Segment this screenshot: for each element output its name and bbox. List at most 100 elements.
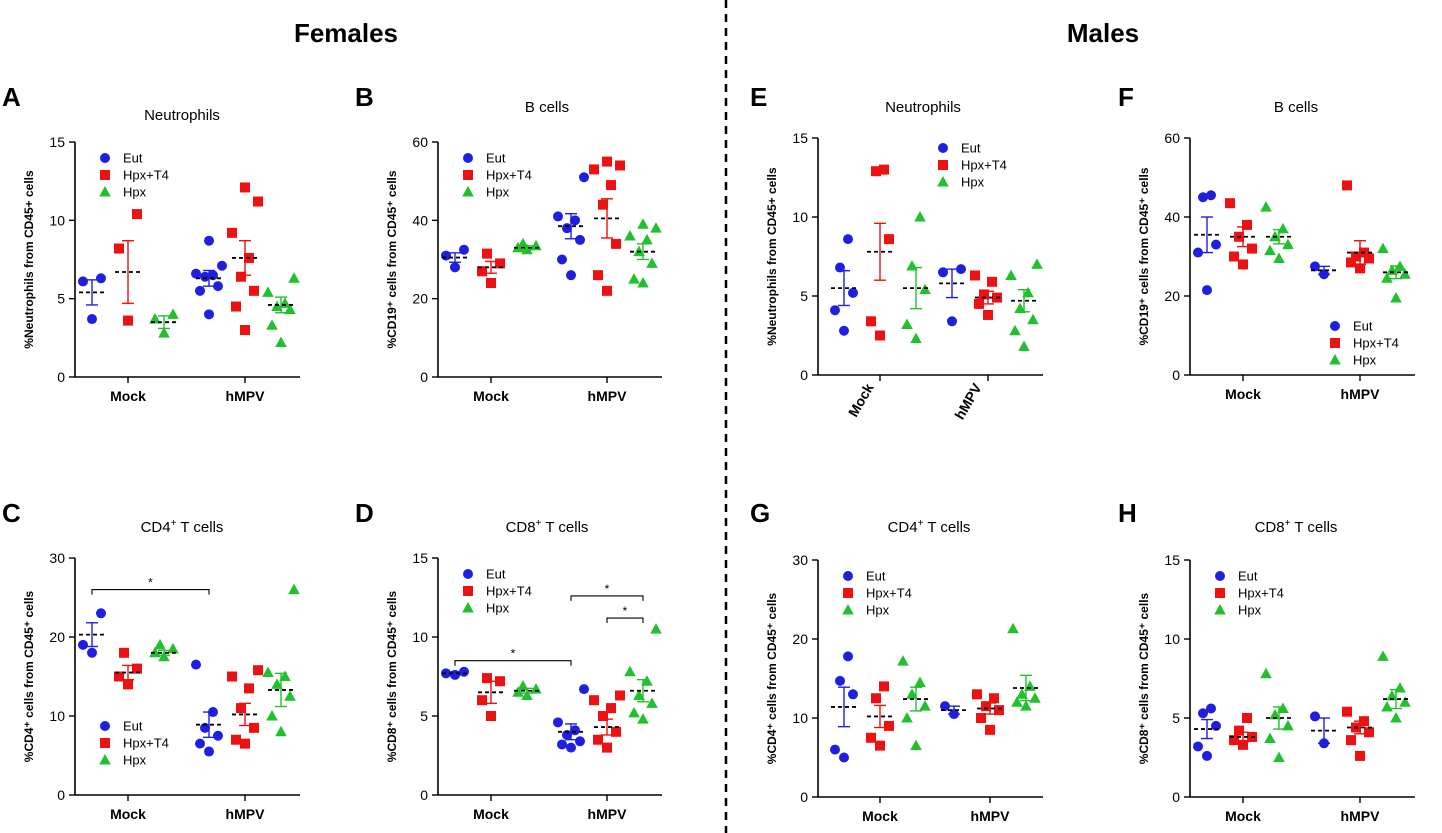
data-point (132, 663, 142, 674)
data-point (1020, 700, 1032, 711)
data-point (624, 665, 636, 677)
data-point (279, 670, 291, 681)
legend: Eut Hpx+T4 Hpx (937, 141, 1007, 190)
data-point (987, 276, 997, 287)
data-point (866, 316, 876, 327)
y-tick-label: 5 (800, 288, 808, 304)
data-point (615, 690, 625, 701)
legend-marker (100, 153, 110, 163)
data-point (284, 690, 296, 701)
y-tick-label: 15 (412, 550, 428, 566)
significance-label: * (148, 576, 153, 590)
y-axis-label: %Neutrophils from CD45+ cells (765, 167, 779, 346)
data-point (1007, 622, 1019, 634)
data-point (650, 623, 662, 634)
panel-letter: C (2, 498, 21, 528)
legend-marker (842, 604, 854, 615)
data-point (628, 273, 640, 284)
panel-d: D CD8+ T cells 0 5 10 15 %CD8⁺ cells from CD45… (355, 498, 662, 822)
legend: Eut Hpx+T4 Hpx (1214, 569, 1284, 618)
legend-label: Hpx+T4 (486, 584, 532, 599)
data-point (884, 234, 894, 245)
data-point (240, 182, 250, 193)
y-tick-label: 5 (57, 291, 65, 307)
legend-marker (1214, 604, 1226, 615)
panel-letter: H (1118, 498, 1137, 528)
data-point (947, 316, 957, 327)
data-point (195, 285, 205, 296)
data-point (204, 746, 214, 757)
data-point (123, 679, 133, 690)
y-tick-label: 10 (792, 209, 808, 225)
y-axis-label: %CD8⁺ cells from CD45⁺ cells (1137, 592, 1151, 764)
data-point (1277, 702, 1289, 714)
data-point (114, 671, 124, 682)
data-point (570, 215, 580, 226)
y-tick-label: 0 (420, 369, 428, 385)
data-point (1260, 201, 1272, 212)
chart-title: B cells (525, 99, 569, 116)
legend-label: Eut (961, 141, 981, 156)
data-point (1018, 340, 1030, 352)
legend-marker (462, 602, 474, 613)
panel-letter: D (355, 498, 374, 528)
legend-label: Hpx (1238, 603, 1262, 618)
chart-title: CD4+ T cells (141, 518, 224, 536)
y-tick-label: 0 (57, 787, 65, 803)
data-point (1264, 732, 1276, 744)
chart-title: Neutrophils (885, 99, 961, 116)
data-point (236, 703, 246, 714)
y-axis-label: %CD19⁺ cells from CD45⁺ cells (385, 170, 399, 348)
data-point (240, 325, 250, 335)
data-point (598, 711, 608, 721)
data-point (495, 676, 505, 687)
data-point (450, 262, 460, 273)
data-point (132, 209, 142, 220)
data-point (1022, 286, 1034, 298)
data-point (495, 258, 505, 269)
data-point (1310, 711, 1320, 722)
data-point (901, 712, 913, 723)
legend-label: Hpx+T4 (123, 736, 169, 751)
data-point (284, 303, 296, 315)
data-point (231, 301, 241, 312)
legend-label: Hpx (866, 603, 890, 618)
data-point (983, 309, 993, 320)
data-point (1014, 302, 1026, 314)
x-tick-label: Mock (1225, 386, 1261, 402)
legend-marker (463, 586, 473, 596)
data-point (149, 313, 161, 324)
data-point (1273, 252, 1285, 263)
significance-bracket (606, 617, 644, 624)
legend-marker (100, 721, 110, 731)
data-point (839, 325, 849, 336)
legend-marker (99, 754, 111, 765)
y-tick-label: 5 (1172, 710, 1180, 726)
data-point (637, 277, 649, 288)
legend-label: Hpx+T4 (866, 586, 912, 601)
data-point (1355, 263, 1365, 274)
data-point (1238, 259, 1248, 270)
data-point (1273, 751, 1285, 762)
data-point (901, 318, 913, 329)
y-tick-label: 40 (412, 212, 428, 228)
data-point (1242, 219, 1252, 230)
data-point (848, 287, 858, 298)
data-point (1016, 688, 1028, 699)
data-point (553, 717, 563, 728)
data-point (213, 281, 223, 292)
data-point (158, 327, 170, 338)
data-point (1193, 741, 1203, 752)
data-point (650, 222, 662, 233)
legend-marker (463, 153, 473, 163)
significance-bracket (454, 660, 572, 666)
chart-title: CD4+ T cells (888, 518, 971, 536)
y-tick-label: 5 (420, 708, 428, 724)
legend-label: Hpx+T4 (486, 168, 532, 183)
data-point (191, 268, 201, 279)
data-point (459, 666, 469, 677)
panel-g: G CD4+ T cells 0 10 20 30 %CD4⁺ cells from CD4… (750, 498, 1043, 824)
legend-marker (937, 176, 949, 187)
data-point (1029, 692, 1041, 703)
data-point (553, 211, 563, 222)
